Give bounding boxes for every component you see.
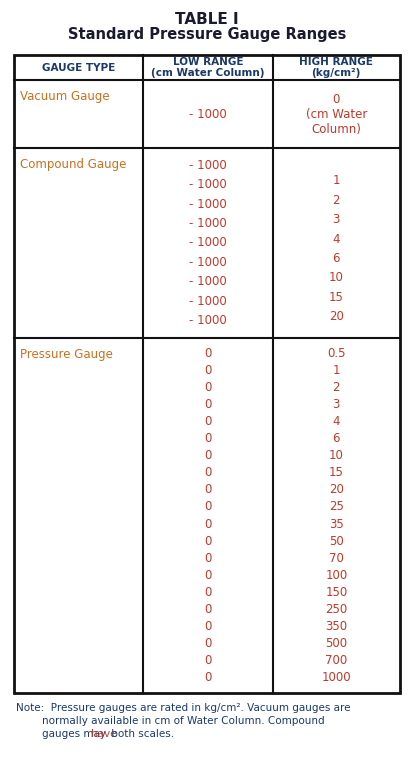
Text: 0.5: 0.5 <box>326 347 345 360</box>
Text: 0: 0 <box>204 518 211 531</box>
Text: Pressure Gauge: Pressure Gauge <box>20 348 113 361</box>
Text: 0: 0 <box>204 586 211 599</box>
Text: 15: 15 <box>328 466 343 479</box>
Text: 0: 0 <box>204 603 211 615</box>
Text: 3: 3 <box>332 213 339 226</box>
Text: 0: 0 <box>204 484 211 496</box>
Text: LOW RANGE
(cm Water Column): LOW RANGE (cm Water Column) <box>151 57 264 78</box>
Text: 50: 50 <box>328 534 343 547</box>
Text: 0: 0 <box>204 364 211 377</box>
Text: 1000: 1000 <box>321 671 350 684</box>
Text: Compound Gauge: Compound Gauge <box>20 158 126 171</box>
Text: Standard Pressure Gauge Ranges: Standard Pressure Gauge Ranges <box>68 27 345 42</box>
Text: 6: 6 <box>332 252 339 265</box>
Text: - 1000: - 1000 <box>189 217 226 230</box>
Text: 4: 4 <box>332 233 339 246</box>
Text: - 1000: - 1000 <box>189 159 226 172</box>
Text: - 1000: - 1000 <box>189 236 226 249</box>
Text: Vacuum Gauge: Vacuum Gauge <box>20 90 109 103</box>
Text: normally available in cm of Water Column. Compound: normally available in cm of Water Column… <box>16 716 324 726</box>
Text: 35: 35 <box>328 518 343 531</box>
Text: 10: 10 <box>328 271 343 284</box>
Bar <box>14 55 399 693</box>
Text: 10: 10 <box>328 449 343 462</box>
Text: - 1000: - 1000 <box>189 108 226 121</box>
Text: 2: 2 <box>332 381 339 394</box>
Text: 0: 0 <box>204 381 211 394</box>
Text: 20: 20 <box>328 484 343 496</box>
Text: Note:  Pressure gauges are rated in kg/cm². Vacuum gauges are: Note: Pressure gauges are rated in kg/cm… <box>16 703 350 713</box>
Text: - 1000: - 1000 <box>189 295 226 308</box>
Text: 1: 1 <box>332 364 339 377</box>
Text: 15: 15 <box>328 291 343 304</box>
Text: TABLE I: TABLE I <box>175 12 238 27</box>
Text: 100: 100 <box>324 568 347 581</box>
Text: - 1000: - 1000 <box>189 178 226 191</box>
Text: - 1000: - 1000 <box>189 256 226 269</box>
Text: 0: 0 <box>204 347 211 360</box>
Text: 0
(cm Water
Column): 0 (cm Water Column) <box>305 92 366 136</box>
Text: 150: 150 <box>324 586 347 599</box>
Text: have: have <box>91 729 116 739</box>
Text: GAUGE TYPE: GAUGE TYPE <box>42 62 115 73</box>
Text: 0: 0 <box>204 568 211 581</box>
Text: - 1000: - 1000 <box>189 275 226 288</box>
Text: 0: 0 <box>204 552 211 565</box>
Text: 0: 0 <box>204 534 211 547</box>
Text: 0: 0 <box>204 671 211 684</box>
Text: - 1000: - 1000 <box>189 314 226 327</box>
Text: both scales.: both scales. <box>107 729 173 739</box>
Text: 4: 4 <box>332 415 339 428</box>
Text: 25: 25 <box>328 500 343 513</box>
Text: 20: 20 <box>328 310 343 323</box>
Text: 6: 6 <box>332 432 339 445</box>
Text: 3: 3 <box>332 398 339 411</box>
Text: 0: 0 <box>204 620 211 633</box>
Text: 1: 1 <box>332 174 339 187</box>
Text: 500: 500 <box>325 637 347 650</box>
Text: 0: 0 <box>204 654 211 667</box>
Text: gauges may: gauges may <box>16 729 109 739</box>
Text: 0: 0 <box>204 432 211 445</box>
Text: 0: 0 <box>204 398 211 411</box>
Text: 700: 700 <box>324 654 347 667</box>
Text: HIGH RANGE
(kg/cm²): HIGH RANGE (kg/cm²) <box>299 57 373 78</box>
Text: 350: 350 <box>325 620 347 633</box>
Text: 70: 70 <box>328 552 343 565</box>
Text: 250: 250 <box>324 603 347 615</box>
Text: 2: 2 <box>332 194 339 207</box>
Text: 0: 0 <box>204 449 211 462</box>
Text: 0: 0 <box>204 415 211 428</box>
Text: 0: 0 <box>204 466 211 479</box>
Text: 0: 0 <box>204 637 211 650</box>
Text: 0: 0 <box>204 500 211 513</box>
Text: - 1000: - 1000 <box>189 198 226 211</box>
